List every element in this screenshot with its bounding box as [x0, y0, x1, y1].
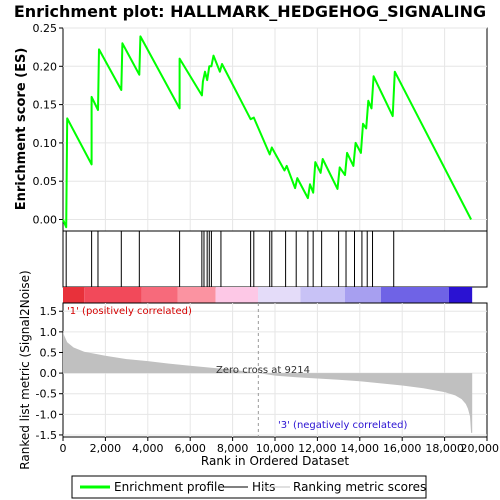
metric-y-ticks: -1.5 -1.0 -0.5 0.0 0.5 1.0 1.5 — [36, 305, 63, 442]
zero-cross-label: Zero cross at 9214 — [216, 365, 310, 376]
legend-metric-label: Ranking metric scores — [293, 480, 426, 494]
x-tick-label: 0 — [60, 442, 67, 455]
color-bar-band — [258, 287, 301, 303]
color-bar — [63, 287, 473, 303]
x-tick-label: 10,000 — [256, 442, 295, 455]
color-bar-band — [448, 287, 473, 303]
x-tick-label: 12,000 — [298, 442, 337, 455]
es-profile-line — [62, 35, 472, 229]
color-bar-band — [344, 287, 381, 303]
legend-es-label: Enrichment profile — [114, 480, 225, 494]
es-y-ticks: 0.00 0.05 0.10 0.15 0.20 0.25 — [33, 22, 63, 227]
es-y-tick-label: 0.05 — [33, 175, 58, 188]
es-y-tick-label: 0.10 — [33, 137, 58, 150]
x-tick-label: 4,000 — [132, 442, 164, 455]
x-tick-label: 14,000 — [341, 442, 380, 455]
metric-y-tick-label: 1.0 — [40, 326, 58, 339]
legend-box — [71, 475, 427, 499]
positive-correlation-label: '1' (positively correlated) — [67, 306, 192, 317]
metric-y-tick-label: -0.5 — [36, 388, 57, 401]
es-y-tick-label: 0.15 — [33, 99, 58, 112]
color-bar-band — [381, 287, 449, 303]
metric-y-tick-label: 0.0 — [40, 367, 58, 380]
es-line-group — [62, 35, 472, 229]
es-y-tick-label: 0.20 — [33, 60, 58, 73]
color-bar-band — [63, 287, 85, 303]
metric-y-tick-label: 0.5 — [40, 346, 58, 359]
es-y-axis-label: Enrichment score (ES) — [14, 48, 29, 211]
metric-area — [63, 331, 473, 433]
color-bar-band — [84, 287, 142, 303]
color-bar-band — [215, 287, 259, 303]
x-axis-label: Rank in Ordered Dataset — [201, 454, 349, 468]
x-tick-label: 16,000 — [383, 442, 422, 455]
color-bar-band — [177, 287, 216, 303]
metric-y-tick-label: -1.0 — [36, 408, 57, 421]
x-tick-label: 2,000 — [90, 442, 122, 455]
es-y-tick-label: 0.00 — [33, 214, 58, 227]
metric-y-tick-label: -1.5 — [36, 429, 57, 442]
x-ticks: 0 2,000 4,000 6,000 8,000 10,000 12,000 14,000 1… — [60, 437, 500, 455]
x-tick-label: 6,000 — [174, 442, 206, 455]
color-bar-band — [300, 287, 345, 303]
hits-group — [65, 231, 395, 287]
metric-fill-group — [63, 303, 473, 437]
chart-title: Enrichment plot: HALLMARK_HEDGEHOG_SIGNA… — [14, 2, 486, 21]
metric-y-tick-label: 1.5 — [40, 305, 58, 318]
metric-y-axis-label: Ranked list metric (Signal2Noise) — [18, 270, 32, 469]
negative-correlation-label: '3' (negatively correlated) — [278, 420, 407, 431]
hits-panel — [62, 230, 488, 288]
color-bar-band — [141, 287, 178, 303]
es-y-tick-label: 0.25 — [33, 22, 58, 35]
x-tick-label: 8,000 — [217, 442, 249, 455]
x-tick-label: 20,000 — [461, 442, 500, 455]
x-tick-label: 18,000 — [425, 442, 464, 455]
